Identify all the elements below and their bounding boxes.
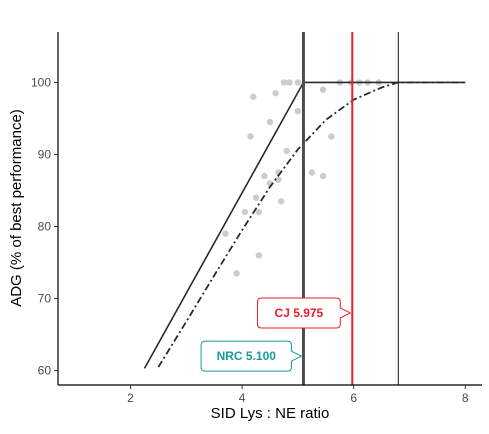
callout: CJ 5.975 bbox=[256, 297, 352, 329]
callout: NRC 5.100 bbox=[200, 340, 303, 372]
data-point bbox=[272, 90, 279, 97]
callouts: CJ 5.975 NRC 5.100 bbox=[200, 297, 352, 372]
y-axis-title: ADG (% of best performance) bbox=[8, 109, 25, 307]
x-tick-label: 4 bbox=[239, 391, 246, 405]
data-point bbox=[275, 176, 282, 183]
data-point bbox=[328, 133, 335, 140]
callout-box bbox=[256, 297, 352, 329]
data-point bbox=[319, 86, 327, 93]
ticks: 2 4 6 8 60 70 80 90 100 bbox=[31, 75, 469, 405]
curvilinear-fit bbox=[157, 81, 466, 368]
x-axis-title: SID Lys : NE ratio bbox=[211, 405, 330, 422]
data-point bbox=[250, 93, 257, 101]
data-point bbox=[280, 79, 288, 86]
data-point bbox=[252, 194, 260, 201]
data-point bbox=[283, 147, 290, 155]
callout-box bbox=[200, 340, 303, 372]
data-point bbox=[266, 118, 274, 126]
callout-label: CJ 5.975 bbox=[275, 306, 324, 320]
callout-label: NRC 5.100 bbox=[217, 349, 277, 363]
y-tick-label: 90 bbox=[38, 147, 52, 161]
data-point bbox=[308, 169, 316, 176]
data-point bbox=[241, 208, 249, 216]
data-point bbox=[247, 133, 254, 140]
data-point bbox=[294, 79, 302, 86]
x-tick-label: 6 bbox=[350, 391, 357, 405]
y-tick-label: 70 bbox=[38, 292, 52, 306]
data-point bbox=[286, 79, 293, 86]
axes bbox=[57, 32, 482, 386]
data-point bbox=[277, 198, 285, 205]
y-tick-label: 60 bbox=[38, 364, 52, 378]
x-tick-label: 2 bbox=[127, 391, 134, 405]
x-tick-label: 8 bbox=[462, 391, 469, 405]
data-point bbox=[261, 172, 268, 180]
data-point bbox=[255, 208, 263, 216]
data-point bbox=[294, 108, 302, 115]
y-tick-label: 100 bbox=[31, 75, 51, 89]
y-tick-label: 80 bbox=[38, 220, 52, 234]
data-point bbox=[319, 172, 327, 180]
data-point bbox=[255, 252, 263, 259]
data-point bbox=[233, 270, 240, 277]
data-point bbox=[222, 230, 229, 237]
